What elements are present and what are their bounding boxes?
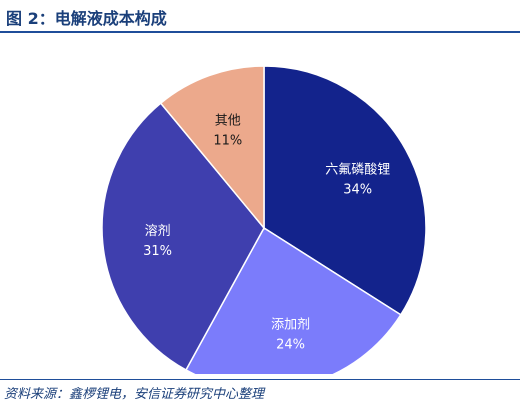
slice-other-value-label: 11%	[213, 133, 242, 148]
source-note: 资料来源：鑫椤锂电，安信证券研究中心整理	[4, 387, 265, 402]
slice-lipf6-value-label: 34%	[343, 183, 372, 198]
slice-solvent	[101, 102, 265, 371]
slice-additive-label: 添加剂	[271, 318, 310, 333]
slice-additive-value-label: 24%	[276, 338, 305, 353]
slice-other-label: 其他	[215, 113, 241, 128]
pie-chart: 六氟磷酸锂 34% 添加剂 24% 溶剂 31% 其他 11%	[0, 34, 520, 374]
chart-header: 图 2：电解液成本构成	[0, 0, 520, 34]
slice-solvent-value-label: 31%	[143, 244, 172, 259]
slice-other	[159, 65, 265, 231]
chart-title: 图 2：电解液成本构成	[6, 9, 167, 28]
slice-lipf6	[263, 65, 427, 316]
source-divider	[0, 379, 520, 380]
pie-chart-svg: 六氟磷酸锂 34% 添加剂 24% 溶剂 31% 其他 11%	[101, 65, 427, 374]
slice-lipf6-label: 六氟磷酸锂	[325, 163, 390, 178]
slice-solvent-label: 溶剂	[145, 224, 171, 239]
slice-additive	[184, 226, 402, 374]
title-divider	[0, 31, 520, 33]
